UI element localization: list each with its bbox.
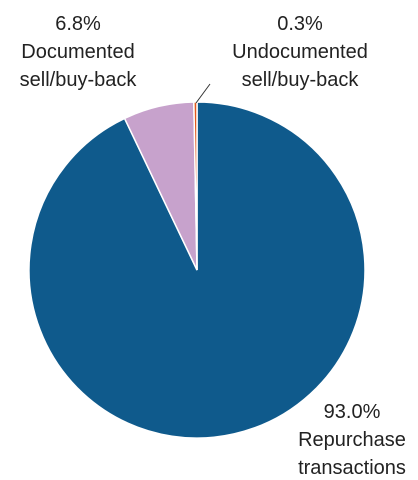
undocumented-leader-line	[195, 83, 211, 104]
repurchase-label-line2: transactions	[298, 457, 406, 479]
undocumented-label-line2: sell/buy-back	[242, 69, 360, 91]
documented-label-line2: sell/buy-back	[20, 69, 138, 91]
pie-slices	[28, 101, 366, 439]
documented-label-line1: Documented	[21, 41, 134, 63]
repurchase-label-line1: Repurchase	[298, 429, 406, 451]
undocumented-label-line1: Undocumented	[232, 41, 368, 63]
documented-percent-label: 6.8%	[55, 13, 101, 35]
repurchase-percent-label: 93.0%	[324, 401, 381, 423]
undocumented-percent-label: 0.3%	[277, 13, 323, 35]
